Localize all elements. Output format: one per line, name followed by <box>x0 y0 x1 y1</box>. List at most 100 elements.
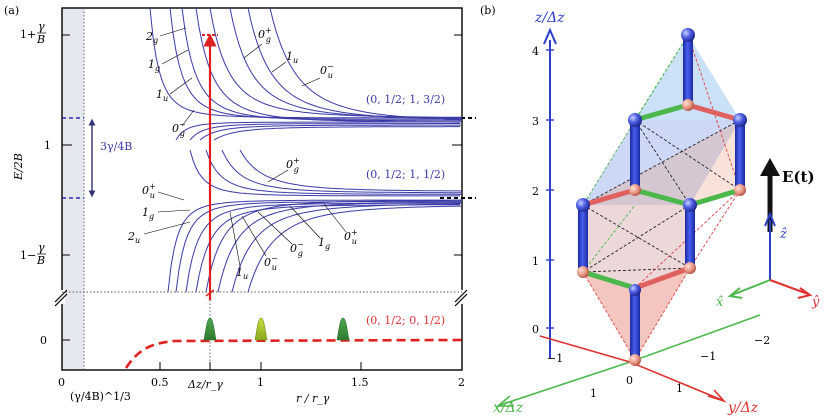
leader <box>301 77 321 87</box>
pair-distribution-peak <box>254 317 268 341</box>
origin-label: 0 <box>626 374 633 387</box>
edge <box>634 267 691 361</box>
y-axis-label: y/Δz <box>727 400 759 416</box>
potential-curve <box>175 121 461 141</box>
leader <box>157 209 191 213</box>
potential-curve <box>175 201 461 293</box>
curve-label: 1g <box>142 206 154 221</box>
y-tick-frac-num: γ <box>38 241 45 254</box>
yhat-arrowhead <box>797 287 813 299</box>
atom-ground <box>629 354 641 366</box>
bond-red <box>687 102 741 123</box>
potential-curve <box>167 199 463 293</box>
panel-b-label: (b) <box>480 4 496 17</box>
y-tick-label-lower: 1− <box>20 249 36 262</box>
zhat-label: ẑ <box>779 227 787 242</box>
pair-distribution-peak <box>336 317 350 341</box>
leader <box>169 77 193 95</box>
dimer-rod <box>683 35 693 105</box>
potential-curve <box>199 124 461 141</box>
atom-excited <box>576 198 590 212</box>
y-tick-label-one: 1 <box>44 139 51 152</box>
dimer-rod <box>630 120 640 190</box>
z-tick-label: 4 <box>532 45 539 58</box>
arrow-break-mark <box>205 289 215 297</box>
x-axis-arrowhead <box>495 395 514 407</box>
y-break-right-mask <box>457 290 467 304</box>
y-tick-frac-den: B <box>36 33 45 46</box>
atom-ground <box>682 99 694 111</box>
x-axis-label: r / r_γ <box>296 392 330 405</box>
x-tick-label: 1 <box>590 387 597 400</box>
ground-label: (0, 1/2; 0, 1/2) <box>366 314 445 327</box>
curve-label: 0+ u <box>344 228 358 246</box>
leader <box>161 49 189 65</box>
plot-frame <box>61 7 463 371</box>
leader <box>159 27 187 37</box>
curve-label: 0− g <box>172 120 186 138</box>
y-axis-label: E/2B <box>12 153 25 181</box>
zhat-arrowhead <box>764 211 776 227</box>
x-axis <box>499 361 631 406</box>
curve-label: 0− u <box>264 254 278 272</box>
curve-label: 0− g <box>290 240 304 258</box>
curve-label: 0− u <box>320 62 334 80</box>
x-tick-label: −1 <box>547 352 563 365</box>
x-ticks <box>61 362 463 370</box>
atom-excited <box>681 28 695 42</box>
x-axis-negative <box>629 314 761 363</box>
x-tick-label: 0.5 <box>151 376 169 389</box>
bond-red <box>582 187 636 208</box>
z-tick-label: 3 <box>532 115 539 128</box>
edge <box>582 271 636 361</box>
atom-ground <box>629 184 641 196</box>
gap-label: 3γ/4B <box>100 140 132 153</box>
edge <box>689 189 741 269</box>
curve-label: 2g <box>145 30 158 45</box>
manifold-upper-label: (0, 1/2; 1, 3/2) <box>366 93 445 106</box>
z-tick-label: 2 <box>532 185 539 198</box>
leader <box>257 211 293 245</box>
y-axis-negative <box>539 335 631 363</box>
atom-excited <box>628 113 642 127</box>
lattice-face-lower <box>583 205 690 288</box>
lattice-face-middle <box>583 120 740 205</box>
potential-curve <box>239 149 463 192</box>
curve-label: 1g <box>318 236 330 251</box>
dimer-rod <box>685 205 695 268</box>
edge <box>634 119 741 191</box>
z-tick-label: 0 <box>532 323 539 336</box>
potential-curve <box>247 205 461 293</box>
panel-a-label: (a) <box>4 4 19 17</box>
x-marker-gamma: (γ/4B)^1/3 <box>70 390 131 403</box>
z-tick-label: 1 <box>532 255 539 268</box>
y-tick-label: −2 <box>754 334 770 347</box>
ground-state-curve <box>124 338 463 369</box>
x-tick-label: 0 <box>58 376 65 389</box>
potential-curve <box>185 202 462 293</box>
y-axis-arrowhead <box>707 389 727 403</box>
y-tick-label: −1 <box>700 350 716 363</box>
y-break-right-mark2 <box>454 293 468 307</box>
z-axis-label: z/Δz <box>534 10 565 26</box>
curve-label: 1u <box>236 266 248 281</box>
leader <box>271 61 287 73</box>
potential-curve <box>221 149 462 194</box>
atom-excited <box>629 284 641 296</box>
y-tick-labels: 1+ γ B 1 1− γ B 0 <box>20 20 51 347</box>
atom-ground <box>577 266 589 278</box>
leader <box>181 109 195 127</box>
leader <box>157 191 185 201</box>
x-tick-label: 2 <box>458 376 465 389</box>
edge <box>634 34 689 121</box>
edge <box>634 119 691 206</box>
atom-excited <box>733 113 747 127</box>
y-axis <box>629 361 723 401</box>
leader <box>267 169 289 183</box>
potential-curve <box>205 149 461 195</box>
lattice <box>576 28 747 366</box>
potential-curve <box>213 126 460 141</box>
lower-curve-labels: 0+ g 0+ u 1g 2u 1u 0− u 0− g 1g 0+ u <box>127 156 358 281</box>
edge <box>582 267 691 273</box>
y-ticks <box>62 34 462 341</box>
